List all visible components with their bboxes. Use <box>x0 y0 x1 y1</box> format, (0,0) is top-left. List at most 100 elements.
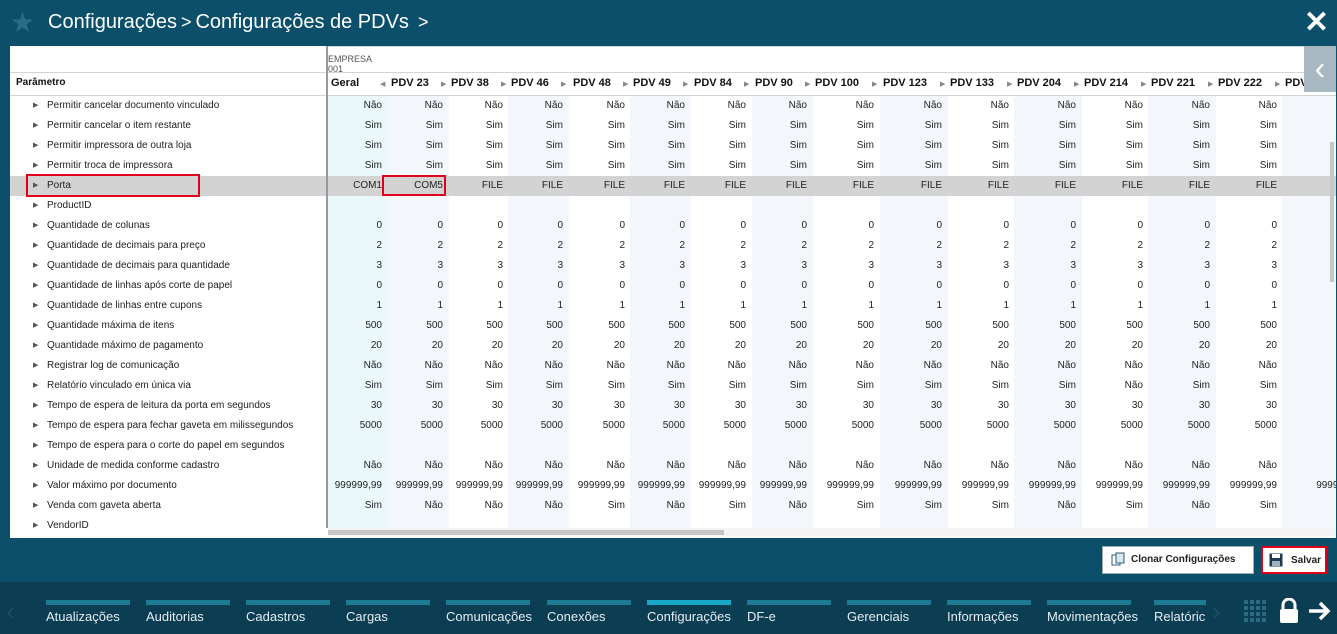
expand-row-icon[interactable]: ▶ <box>33 102 39 109</box>
table-cell[interactable]: Não <box>923 100 942 111</box>
table-cell[interactable]: 20 <box>997 340 1009 351</box>
table-cell[interactable]: COM1 <box>353 180 382 191</box>
table-cell[interactable]: Sim <box>1192 160 1210 171</box>
table-row[interactable]: ▶ Permitir cancelar o item restante Sim Sim… <box>10 116 1336 136</box>
table-cell[interactable]: Não <box>1124 380 1143 391</box>
table-cell[interactable]: Não <box>1258 100 1277 111</box>
table-cell[interactable]: 1 <box>557 300 563 311</box>
table-cell[interactable]: Sim <box>789 380 807 391</box>
table-cell[interactable]: 0 <box>679 280 685 291</box>
table-cell[interactable]: 500 <box>1126 320 1143 331</box>
table-cell[interactable]: 30 <box>673 400 685 411</box>
expand-row-icon[interactable]: ▶ <box>33 282 39 289</box>
table-cell[interactable]: Sim <box>425 380 443 391</box>
table-cell[interactable]: 1 <box>1070 300 1076 311</box>
table-cell[interactable]: 2 <box>376 240 382 251</box>
expand-row-icon[interactable]: ▶ <box>33 382 39 389</box>
expand-right-icon[interactable]: ▶ <box>1074 81 1080 88</box>
expand-right-icon[interactable]: ▶ <box>940 81 946 88</box>
table-cell[interactable]: Sim <box>364 500 382 511</box>
table-cell[interactable]: 1 <box>801 300 807 311</box>
table-cell[interactable]: Não <box>1191 460 1210 471</box>
table-cell[interactable]: 2 <box>557 240 563 251</box>
table-cell[interactable]: Sim <box>1259 120 1277 131</box>
table-cell[interactable]: 999999,99 <box>961 480 1009 491</box>
expand-row-icon[interactable]: ▶ <box>33 302 39 309</box>
table-cell[interactable]: Sim <box>1192 120 1210 131</box>
table-cell[interactable]: 20 <box>673 340 685 351</box>
table-cell[interactable]: 0 <box>376 220 382 231</box>
table-cell[interactable]: Não <box>990 460 1009 471</box>
table-cell[interactable]: 999999,99 <box>455 480 503 491</box>
expand-row-icon[interactable]: ▶ <box>33 362 39 369</box>
table-cell[interactable]: 20 <box>1131 340 1143 351</box>
table-cell[interactable]: Sim <box>1125 120 1143 131</box>
table-cell[interactable]: 3 <box>679 260 685 271</box>
table-cell[interactable]: Sim <box>991 500 1009 511</box>
table-cell[interactable]: 20 <box>1064 340 1076 351</box>
table-cell[interactable]: 0 <box>497 220 503 231</box>
table-cell[interactable]: 999999,99 <box>894 480 942 491</box>
table-cell[interactable]: Não <box>544 500 563 511</box>
table-cell[interactable]: 500 <box>729 320 746 331</box>
expand-right-icon[interactable]: ▶ <box>683 81 689 88</box>
table-cell[interactable]: 30 <box>734 400 746 411</box>
table-cell[interactable]: 500 <box>992 320 1009 331</box>
table-cell[interactable]: 1 <box>1204 300 1210 311</box>
table-cell[interactable]: FILE <box>987 180 1009 191</box>
table-cell[interactable]: 999999,99 <box>1028 480 1076 491</box>
expand-row-icon[interactable]: ▶ <box>33 462 39 469</box>
table-cell[interactable]: COM5 <box>414 180 443 191</box>
table-cell[interactable]: Não <box>544 100 563 111</box>
table-cell[interactable]: 5000 <box>540 420 563 431</box>
table-cell[interactable]: Não <box>666 360 685 371</box>
table-cell[interactable]: 5000 <box>602 420 625 431</box>
table-cell[interactable]: 999999,99 <box>395 480 443 491</box>
table-cell[interactable]: Sim <box>924 380 942 391</box>
table-row[interactable]: ▶ Tempo de espera para o corte do papel e… <box>10 436 1336 456</box>
table-cell[interactable]: 0 <box>1137 220 1143 231</box>
table-cell[interactable]: FILE <box>1121 180 1143 191</box>
table-cell[interactable]: Sim <box>728 160 746 171</box>
table-cell[interactable]: 2 <box>740 240 746 251</box>
table-cell[interactable]: 500 <box>426 320 443 331</box>
table-cell[interactable]: Sim <box>1125 500 1143 511</box>
table-cell[interactable]: Sim <box>607 140 625 151</box>
table-cell[interactable]: Não <box>484 500 503 511</box>
table-cell[interactable]: 3 <box>376 260 382 271</box>
table-row[interactable]: ▶ Registrar log de comunicação Não Não Não Nã… <box>10 356 1336 376</box>
close-icon[interactable]: ✕ <box>1303 6 1329 39</box>
table-cell[interactable]: FILE <box>1255 180 1277 191</box>
expand-row-icon[interactable]: ▶ <box>33 262 39 269</box>
table-cell[interactable]: 30 <box>997 400 1009 411</box>
table-cell[interactable]: FILE <box>603 180 625 191</box>
table-cell[interactable]: Sim <box>856 500 874 511</box>
table-cell[interactable]: Sim <box>789 120 807 131</box>
save-button[interactable]: Salvar <box>1261 546 1327 574</box>
table-cell[interactable]: Sim <box>991 140 1009 151</box>
table-cell[interactable]: 20 <box>431 340 443 351</box>
table-cell[interactable]: Não <box>1057 360 1076 371</box>
table-cell[interactable]: 500 <box>1059 320 1076 331</box>
table-cell[interactable]: Sim <box>364 140 382 151</box>
column-header[interactable]: PDV 84 <box>694 77 732 89</box>
table-cell[interactable]: Não <box>606 360 625 371</box>
table-row[interactable]: ▶ Permitir impressora de outra loja Sim Sim… <box>10 136 1336 156</box>
table-cell[interactable]: Sim <box>1192 380 1210 391</box>
horizontal-scrollbar[interactable] <box>328 528 1336 536</box>
expand-right-icon[interactable]: ▶ <box>1141 81 1147 88</box>
table-cell[interactable]: 5000 <box>1187 420 1210 431</box>
table-cell[interactable]: 999999,99 <box>1162 480 1210 491</box>
table-cell[interactable]: 3 <box>868 260 874 271</box>
table-cell[interactable]: 500 <box>857 320 874 331</box>
table-cell[interactable]: 20 <box>930 340 942 351</box>
table-cell[interactable]: Não <box>727 460 746 471</box>
lock-icon[interactable] <box>1279 598 1299 624</box>
table-cell[interactable]: Sim <box>364 120 382 131</box>
expand-row-icon[interactable]: ▶ <box>33 162 39 169</box>
table-cell[interactable]: 0 <box>679 220 685 231</box>
table-cell[interactable]: 5000 <box>1120 420 1143 431</box>
table-cell[interactable]: 999999,99 <box>637 480 685 491</box>
expand-row-icon[interactable]: ▶ <box>33 182 39 189</box>
table-cell[interactable]: Não <box>1124 100 1143 111</box>
